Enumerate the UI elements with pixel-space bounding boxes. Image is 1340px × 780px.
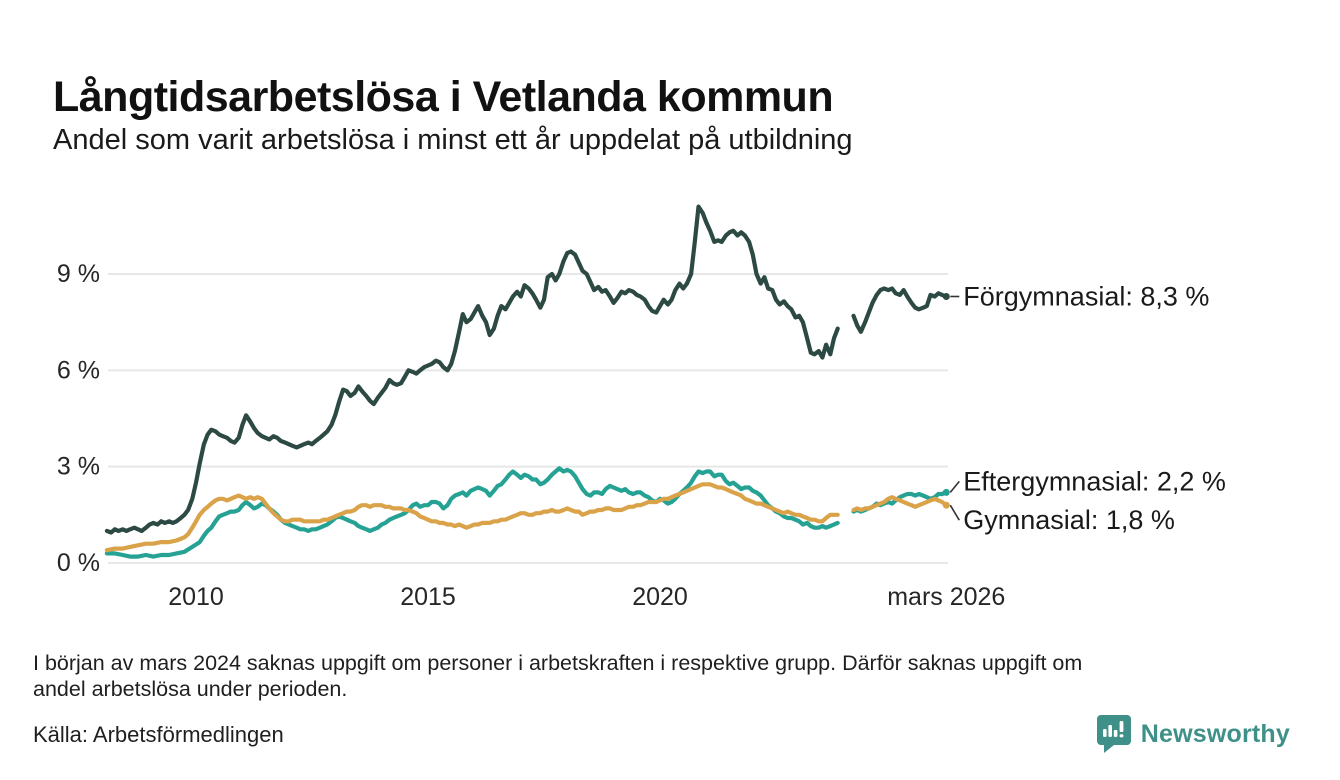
label-connector <box>949 504 960 521</box>
series-line-gymnasial <box>104 482 840 553</box>
series-end-label: Gymnasial: 1,8 % <box>963 505 1175 535</box>
series-end-dot <box>942 501 950 509</box>
y-axis-tick-label: 6 % <box>57 356 100 384</box>
x-axis-tick-label: 2015 <box>400 583 456 611</box>
y-axis-tick-label: 9 % <box>57 260 100 288</box>
footnote-line-2: andel arbetslösa under perioden. <box>33 677 348 701</box>
y-axis-tick-label: 3 % <box>57 453 100 481</box>
label-connector <box>949 480 960 493</box>
newsworthy-icon <box>1096 715 1131 753</box>
series-line-eftergymnasial <box>104 466 840 559</box>
newsworthy-wordmark: Newsworthy <box>1140 719 1290 748</box>
series-end-label: Förgymnasial: 8,3 % <box>963 281 1209 311</box>
footnote-line-1: I början av mars 2024 saknas uppgift om … <box>33 651 1083 675</box>
series-line-förgymnasial <box>104 204 840 535</box>
chart-subtitle: Andel som varit arbetslösa i minst ett å… <box>53 124 853 156</box>
source-label: Källa: Arbetsförmedlingen <box>33 722 284 747</box>
x-axis-tick-label: 2020 <box>632 583 688 611</box>
series-end-dot <box>942 488 950 496</box>
x-axis-tick-label: 2010 <box>168 583 224 611</box>
newsworthy-logo: Newsworthy <box>1096 714 1290 754</box>
series-line-förgymnasial <box>851 286 949 334</box>
series-end-dot <box>942 292 950 300</box>
y-axis-tick-label: 0 % <box>57 549 100 577</box>
footnote: I början av mars 2024 saknas uppgift om … <box>33 650 1313 702</box>
series-line-gymnasial <box>851 495 949 513</box>
x-axis-tick-label: mars 2026 <box>887 583 1005 611</box>
series-end-label: Eftergymnasial: 2,2 % <box>963 466 1226 496</box>
page-title: Långtidsarbetslösa i Vetlanda kommun <box>53 72 834 121</box>
